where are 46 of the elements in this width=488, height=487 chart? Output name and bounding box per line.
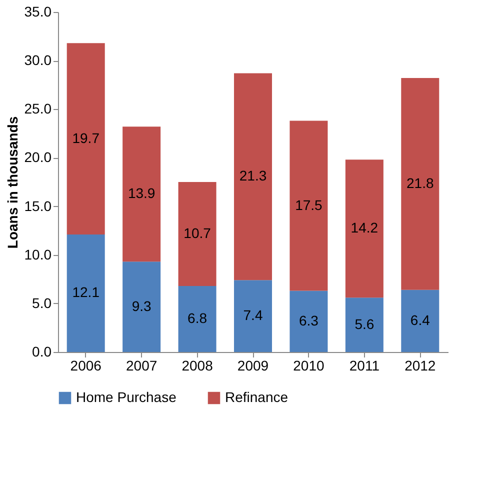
bar: [66, 234, 105, 352]
y-tick-label: 25.0: [24, 100, 52, 117]
bar: [122, 262, 161, 352]
data-label: 21.3: [239, 168, 267, 184]
bar: [345, 160, 384, 298]
data-label: 14.2: [350, 220, 378, 236]
bar: [290, 290, 328, 352]
y-axis-title: Loans in thousands: [4, 116, 20, 249]
x-tick-label: 2010: [293, 358, 324, 374]
x-tick-label: 2006: [70, 358, 102, 374]
data-label: 21.8: [406, 174, 434, 191]
bar: [290, 120, 328, 291]
x-tick-label: 2012: [404, 358, 436, 374]
bar: [66, 43, 105, 234]
data-label: 12.1: [72, 284, 100, 300]
data-label: 13.9: [128, 185, 156, 202]
y-tick-label: 35.0: [24, 4, 52, 20]
bar: [178, 182, 216, 286]
y-tick-label: 0.0: [32, 344, 52, 360]
bar: [401, 290, 440, 352]
data-label: 7.4: [243, 307, 263, 324]
bar: [234, 73, 272, 280]
y-tick-label: 5.0: [32, 294, 52, 311]
bar: [178, 286, 216, 352]
data-label: 6.3: [298, 312, 319, 328]
data-label: 6.8: [188, 310, 208, 326]
bar: [401, 78, 440, 290]
data-label: 5.6: [354, 316, 374, 332]
x-tick-label: 2008: [182, 358, 214, 374]
y-tick-label: 30.0: [24, 52, 52, 68]
x-tick-label: 2007: [126, 358, 158, 374]
data-label: 19.7: [72, 130, 100, 146]
y-tick-label: 20.0: [24, 149, 52, 166]
y-tick-label: 10.0: [24, 246, 52, 262]
bar: [122, 126, 161, 262]
legend-label: Refinance: [225, 389, 288, 405]
bar: [234, 280, 272, 352]
data-label: 9.3: [132, 298, 152, 314]
data-label: 17.5: [295, 196, 323, 213]
x-tick-label: 2011: [349, 358, 380, 374]
legend-label: Home Purchase: [76, 389, 177, 405]
x-tick-label: 2009: [237, 358, 269, 374]
data-label: 6.4: [410, 312, 430, 328]
bar: [345, 298, 384, 352]
y-tick-label: 15.0: [24, 198, 52, 214]
data-label: 10.7: [184, 224, 212, 241]
